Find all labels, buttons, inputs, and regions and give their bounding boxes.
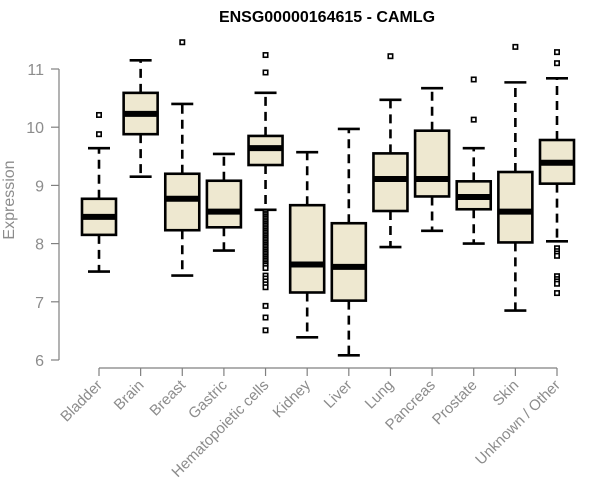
outlier-point xyxy=(262,265,269,272)
box-group xyxy=(372,53,409,249)
x-tick-label: Lung xyxy=(362,377,398,413)
y-tick-label: 8 xyxy=(35,237,44,254)
chart-title: ENSG00000164615 - CAMLG xyxy=(219,9,435,26)
box-group xyxy=(205,152,243,252)
outlier-point xyxy=(262,52,269,59)
outlier-point xyxy=(387,53,394,60)
y-tick-label: 11 xyxy=(27,62,44,79)
box-group xyxy=(455,76,493,245)
outlier-point xyxy=(553,290,560,297)
y-axis: 6 7 8 9 10 11 xyxy=(26,62,60,370)
x-tick-label: Bladder xyxy=(57,377,106,426)
iqr-box xyxy=(330,221,368,302)
outlier-point xyxy=(96,111,103,118)
boxes xyxy=(80,39,576,357)
x-tick-label: Brain xyxy=(111,377,148,414)
y-tick-label: 7 xyxy=(35,295,44,312)
outlier-point xyxy=(262,284,269,291)
y-axis-label: Expression xyxy=(1,160,18,239)
iqr-box xyxy=(205,179,243,229)
box-group xyxy=(288,150,326,339)
outlier-point xyxy=(262,314,269,321)
outlier-point xyxy=(262,69,269,76)
box-group xyxy=(330,127,368,357)
y-tick-label: 9 xyxy=(35,178,44,195)
outlier-point xyxy=(512,43,519,50)
x-tick-label: Liver xyxy=(321,377,356,412)
outlier-point xyxy=(470,76,477,83)
iqr-box xyxy=(163,172,201,232)
outlier-point xyxy=(553,60,560,67)
x-tick-label: Prostate xyxy=(429,377,481,429)
box-group xyxy=(538,49,576,297)
outlier-point xyxy=(553,252,560,259)
outlier-point xyxy=(262,327,269,334)
outlier-point xyxy=(179,39,186,46)
x-tick-label: Skin xyxy=(490,377,523,410)
box-group xyxy=(163,39,201,277)
box-group xyxy=(497,43,534,312)
y-tick-label: 6 xyxy=(35,353,44,370)
outlier-point xyxy=(553,49,560,56)
outlier-point xyxy=(553,280,560,287)
box-group xyxy=(413,86,451,233)
x-tick-label: Breast xyxy=(146,376,189,419)
box-group xyxy=(247,52,284,334)
outlier-point xyxy=(470,116,477,123)
iqr-box xyxy=(372,152,409,213)
iqr-box xyxy=(288,203,326,294)
iqr-box xyxy=(413,129,451,198)
x-tick-label: Kidney xyxy=(270,376,315,421)
box-group xyxy=(80,111,118,273)
outlier-point xyxy=(262,302,269,309)
y-tick-label: 10 xyxy=(26,120,44,137)
iqr-box xyxy=(497,170,534,244)
outlier-point xyxy=(96,131,103,138)
box-group xyxy=(122,58,159,178)
